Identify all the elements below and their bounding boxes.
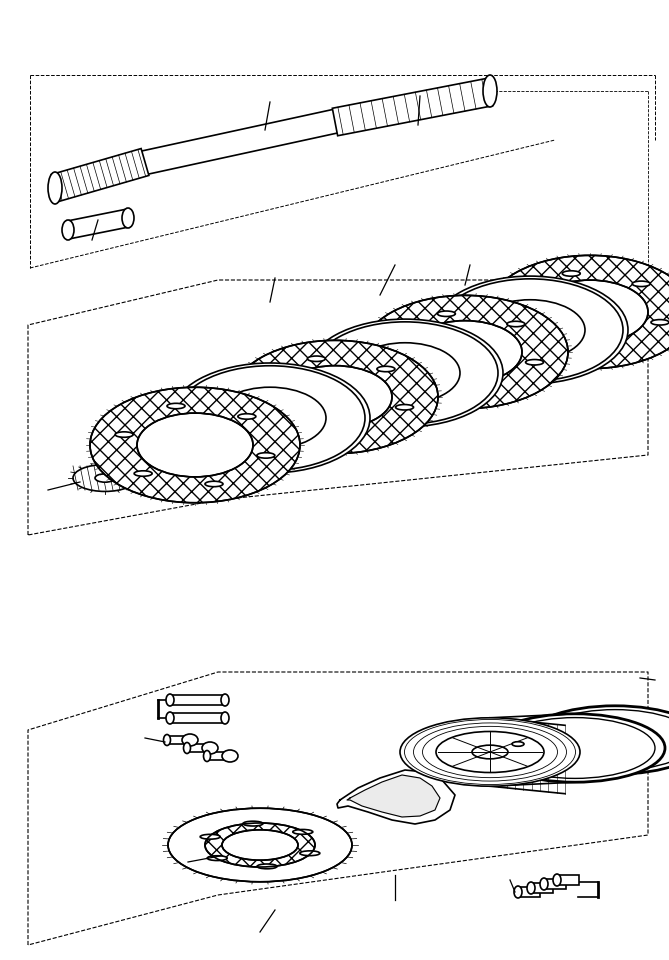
Ellipse shape xyxy=(532,280,648,344)
Ellipse shape xyxy=(472,745,508,758)
Ellipse shape xyxy=(487,255,669,369)
Ellipse shape xyxy=(257,864,277,869)
Ellipse shape xyxy=(221,694,229,706)
Ellipse shape xyxy=(514,886,522,898)
Ellipse shape xyxy=(526,360,543,365)
Ellipse shape xyxy=(168,808,352,882)
Ellipse shape xyxy=(293,829,313,834)
Ellipse shape xyxy=(175,366,365,470)
Polygon shape xyxy=(337,770,455,824)
Ellipse shape xyxy=(438,311,456,317)
Ellipse shape xyxy=(540,878,548,890)
Ellipse shape xyxy=(362,296,568,409)
Polygon shape xyxy=(170,713,225,723)
Ellipse shape xyxy=(507,322,525,326)
Ellipse shape xyxy=(205,823,315,867)
Ellipse shape xyxy=(632,281,650,286)
Ellipse shape xyxy=(243,821,263,826)
Ellipse shape xyxy=(115,432,133,438)
Ellipse shape xyxy=(221,712,229,724)
Ellipse shape xyxy=(95,474,115,482)
Polygon shape xyxy=(118,107,353,180)
Ellipse shape xyxy=(257,453,275,458)
Ellipse shape xyxy=(553,874,561,886)
Ellipse shape xyxy=(432,276,628,384)
Polygon shape xyxy=(531,883,553,893)
Ellipse shape xyxy=(182,734,198,746)
Ellipse shape xyxy=(525,706,669,774)
Ellipse shape xyxy=(495,718,655,779)
Ellipse shape xyxy=(562,271,580,276)
Ellipse shape xyxy=(166,712,174,724)
Ellipse shape xyxy=(400,718,580,786)
Ellipse shape xyxy=(166,694,174,706)
Polygon shape xyxy=(167,736,190,744)
Ellipse shape xyxy=(535,709,669,770)
Ellipse shape xyxy=(345,433,363,438)
Ellipse shape xyxy=(62,220,74,240)
Ellipse shape xyxy=(527,882,535,894)
Polygon shape xyxy=(347,775,440,817)
Ellipse shape xyxy=(222,750,238,762)
Polygon shape xyxy=(28,280,648,535)
Ellipse shape xyxy=(350,343,460,403)
Ellipse shape xyxy=(48,172,62,204)
Ellipse shape xyxy=(387,339,405,345)
Ellipse shape xyxy=(167,403,185,409)
Ellipse shape xyxy=(307,356,325,362)
Ellipse shape xyxy=(238,414,256,420)
Ellipse shape xyxy=(232,341,438,454)
Ellipse shape xyxy=(300,851,320,855)
Polygon shape xyxy=(207,752,230,760)
Ellipse shape xyxy=(512,742,524,746)
Ellipse shape xyxy=(134,470,152,476)
Ellipse shape xyxy=(408,321,522,383)
Ellipse shape xyxy=(183,742,191,754)
Ellipse shape xyxy=(73,465,137,492)
Ellipse shape xyxy=(307,319,503,427)
Polygon shape xyxy=(28,672,648,945)
Ellipse shape xyxy=(475,300,585,360)
Polygon shape xyxy=(557,875,579,885)
Polygon shape xyxy=(66,209,130,239)
Polygon shape xyxy=(51,149,149,202)
Ellipse shape xyxy=(377,367,395,372)
Ellipse shape xyxy=(137,413,253,477)
Polygon shape xyxy=(170,695,225,705)
Ellipse shape xyxy=(511,299,529,304)
Ellipse shape xyxy=(203,751,211,761)
Ellipse shape xyxy=(278,366,392,428)
Ellipse shape xyxy=(163,734,171,746)
Polygon shape xyxy=(518,887,540,897)
Ellipse shape xyxy=(214,387,326,449)
Ellipse shape xyxy=(275,422,293,428)
Ellipse shape xyxy=(474,388,492,393)
Ellipse shape xyxy=(90,387,300,503)
Ellipse shape xyxy=(122,208,134,228)
Polygon shape xyxy=(544,879,566,889)
Ellipse shape xyxy=(530,338,548,343)
Ellipse shape xyxy=(222,829,298,860)
Ellipse shape xyxy=(207,855,227,860)
Ellipse shape xyxy=(202,742,218,754)
Ellipse shape xyxy=(599,348,617,353)
Ellipse shape xyxy=(651,320,669,325)
Ellipse shape xyxy=(256,384,274,390)
Ellipse shape xyxy=(483,75,497,107)
Ellipse shape xyxy=(312,322,498,424)
Ellipse shape xyxy=(395,404,413,410)
Ellipse shape xyxy=(437,278,623,381)
Polygon shape xyxy=(332,79,492,135)
Ellipse shape xyxy=(485,714,665,782)
Polygon shape xyxy=(187,744,210,752)
Ellipse shape xyxy=(436,732,544,773)
Ellipse shape xyxy=(200,834,220,839)
Ellipse shape xyxy=(405,377,423,383)
Ellipse shape xyxy=(170,363,370,473)
Ellipse shape xyxy=(205,481,223,487)
